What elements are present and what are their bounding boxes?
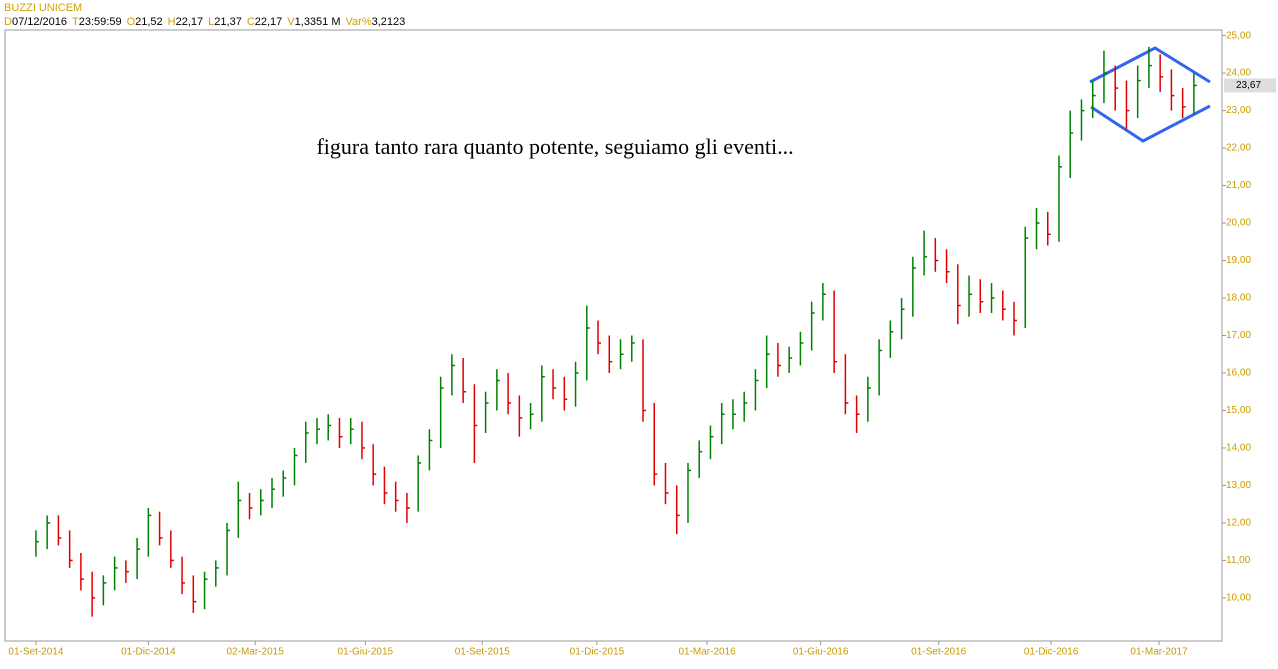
y-tick-label: 17,00 xyxy=(1226,330,1251,341)
y-tick-label: 13,00 xyxy=(1226,480,1251,491)
y-tick-label: 16,00 xyxy=(1226,368,1251,379)
header-key: T xyxy=(72,16,79,28)
last-price-box xyxy=(1224,78,1276,93)
x-tick-label: 01-Dic-2016 xyxy=(1024,647,1079,658)
annotation: figura tanto rara quanto potente, seguia… xyxy=(316,134,793,159)
header-value: 07/12/2016 xyxy=(11,16,68,28)
x-tick-label: 01-Mar-2017 xyxy=(1130,647,1188,658)
y-tick-label: 21,00 xyxy=(1226,180,1251,191)
header-value: 22,17 xyxy=(254,16,283,28)
header: BUZZI UNICEM D07/12/2016 T23:59:59 O21,52 H… xyxy=(4,1,405,29)
header-value: 21,52 xyxy=(135,16,163,28)
y-tick-label: 10,00 xyxy=(1226,593,1251,604)
y-tick-label: 24,00 xyxy=(1226,68,1251,79)
header-key: Var% xyxy=(345,16,372,28)
header-key: O xyxy=(126,16,136,28)
plot-frame xyxy=(4,29,1223,642)
last-price-label: 23,67 xyxy=(1236,80,1261,91)
x-tick-label: 01-Giu-2015 xyxy=(338,647,394,658)
y-tick-label: 20,00 xyxy=(1226,218,1251,229)
y-tick-label: 15,00 xyxy=(1226,405,1251,416)
x-tick-label: 01-Set-2016 xyxy=(911,647,966,658)
x-tick-label: 01-Dic-2014 xyxy=(121,647,176,658)
y-tick-label: 12,00 xyxy=(1226,518,1251,529)
header-key: C xyxy=(246,16,255,28)
header-value: 21,37 xyxy=(214,16,242,28)
y-tick-label: 23,00 xyxy=(1226,105,1251,116)
header-fields: D07/12/2016 T23:59:59 O21,52 H22,17 L21,37 C2… xyxy=(4,15,405,29)
header-value: 3,2123 xyxy=(371,16,406,28)
y-tick-label: 25,00 xyxy=(1226,30,1251,41)
x-tick-label: 01-Giu-2016 xyxy=(793,647,849,658)
header-key: V xyxy=(287,16,295,28)
header-value: 23:59:59 xyxy=(78,16,122,28)
x-tick-label: 01-Mar-2016 xyxy=(678,647,736,658)
y-tick-label: 19,00 xyxy=(1226,255,1251,266)
x-tick-label: 01-Set-2015 xyxy=(455,647,510,658)
header-title: BUZZI UNICEM xyxy=(4,2,83,14)
pattern-line xyxy=(1090,104,1211,143)
y-tick-label: 11,00 xyxy=(1226,555,1251,566)
x-tick-label: 01-Set-2014 xyxy=(8,647,63,658)
y-tick-label: 18,00 xyxy=(1226,293,1251,304)
y-tick-label: 14,00 xyxy=(1226,443,1251,454)
x-tick-label: 02-Mar-2015 xyxy=(227,647,285,658)
pattern-line xyxy=(1089,46,1211,84)
header-key: H xyxy=(167,16,176,28)
header-value: 1,3351 M xyxy=(294,16,341,28)
y-tick-label: 22,00 xyxy=(1226,143,1251,154)
header-value: 22,17 xyxy=(175,16,204,28)
x-tick-label: 01-Dic-2015 xyxy=(570,647,625,658)
header-key: D xyxy=(4,16,12,28)
header-key: L xyxy=(208,16,215,28)
